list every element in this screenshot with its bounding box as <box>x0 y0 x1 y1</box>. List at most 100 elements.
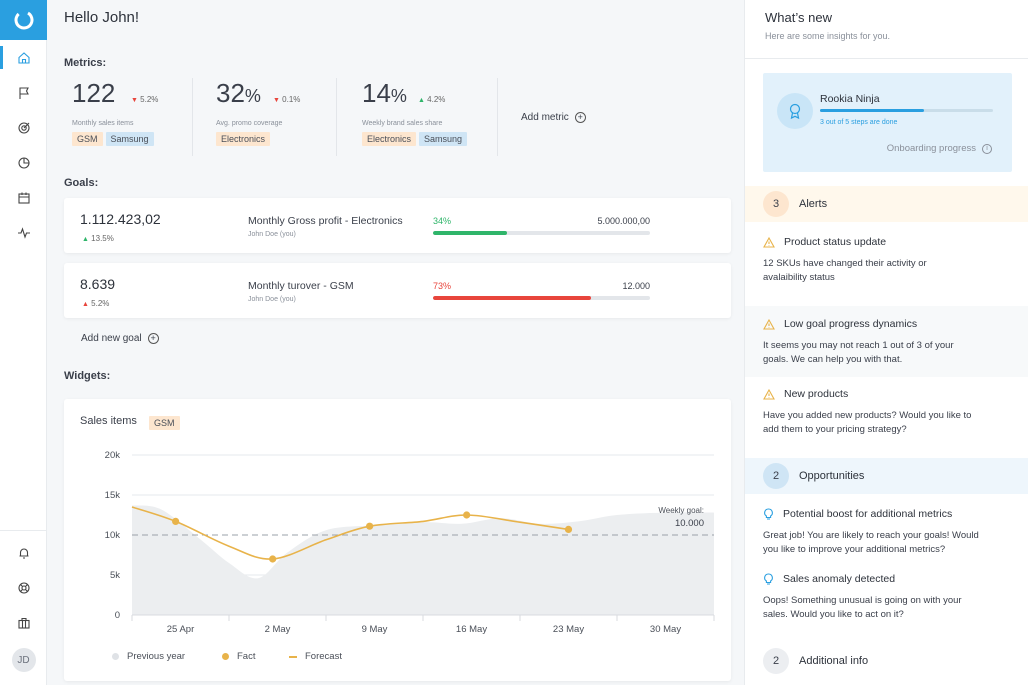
onboarding-progress-link[interactable]: Onboarding progress i <box>887 143 992 154</box>
goal-percent: 34% <box>433 216 452 226</box>
nav-notifications[interactable] <box>0 535 47 570</box>
arrow-up-icon: ▲ <box>418 97 425 104</box>
highlight-row <box>745 306 1028 377</box>
metric-label: Monthly sales items <box>72 120 134 127</box>
metric-delta: ▼ 0.1% <box>273 95 301 104</box>
lightbulb-icon <box>764 573 773 585</box>
user-avatar[interactable]: JD <box>11 648 36 672</box>
onboarding-progress-bar <box>820 109 993 112</box>
plus-circle-icon: + <box>574 112 586 123</box>
additional-info-header[interactable]: 2 Additional info <box>745 643 1028 679</box>
goal-name: Monthly turover - GSM <box>248 280 354 292</box>
fact-point <box>269 555 277 563</box>
goal-card[interactable]: 1.112.423,02 ▲ 13.5% Monthly Gross profi… <box>64 198 731 253</box>
opportunity-item[interactable]: Potential boost for additional metrics G… <box>763 508 979 555</box>
tag: GSM <box>72 132 103 146</box>
metric-delta: ▲ 4.2% <box>418 95 446 104</box>
arrow-up-icon: ▲ <box>82 236 89 243</box>
briefcase-icon <box>17 617 30 629</box>
award-icon <box>777 93 813 129</box>
fact-point <box>172 517 180 525</box>
onboarding-name: Rookia Ninja <box>820 93 880 105</box>
metric-card[interactable]: 14% ▲ 4.2% Weekly brand sales share Elec… <box>362 78 468 158</box>
metric-tags: Electronics <box>216 132 271 146</box>
home-icon <box>17 51 30 64</box>
nav-targets[interactable] <box>0 110 47 145</box>
opportunities-header[interactable]: 2 Opportunities <box>745 458 1028 494</box>
app-logo[interactable] <box>0 0 47 40</box>
nav-help[interactable] <box>0 570 47 605</box>
panel-subtitle: Here are some insights for you. <box>765 31 891 41</box>
goal-target: 12.000 <box>622 281 650 291</box>
weekly-goal-label: Weekly goal: <box>658 506 704 515</box>
y-tick-label: 20k <box>105 450 121 461</box>
alert-item[interactable]: Low goal progress dynamics It seems you … <box>763 318 954 365</box>
nav-portfolio[interactable] <box>0 605 47 640</box>
nav-analytics[interactable] <box>0 145 47 180</box>
legend-fact[interactable]: Fact <box>222 651 255 662</box>
y-tick-label: 15k <box>105 490 121 501</box>
logo-ring-icon <box>14 10 33 30</box>
greeting: Hello John! <box>64 9 140 26</box>
x-tick-label: 16 May <box>456 624 487 635</box>
main-content: Hello John! Metrics: 122 ▼ 5.2% Monthly … <box>47 0 744 685</box>
legend-forecast[interactable]: Forecast <box>289 651 342 662</box>
metric-value: 14% <box>362 78 407 108</box>
onboarding-card[interactable]: Rookia Ninja 3 out of 5 steps are done O… <box>763 73 1012 172</box>
x-tick-label: 9 May <box>362 624 388 635</box>
tag: Electronics <box>362 132 417 146</box>
lightbulb-icon <box>764 508 773 520</box>
goal-card[interactable]: 8.639 ▲ 5.2% Monthly turover - GSM John … <box>64 263 731 318</box>
sales-chart: 20k 15k 10k 5k 0 25 Apr 2 May 9 May 16 May 23 May… <box>105 450 715 635</box>
goal-target: 5.000.000,00 <box>597 216 650 226</box>
add-goal-button[interactable]: Add new goal + <box>81 333 159 344</box>
metric-value: 32% <box>216 78 261 108</box>
alert-item[interactable]: Product status update 12 SKUs have chang… <box>763 236 927 283</box>
target-icon <box>17 121 30 134</box>
nav-goals[interactable] <box>0 75 47 110</box>
fact-point <box>366 522 374 530</box>
tag: Samsung <box>419 132 468 146</box>
metric-card[interactable]: 122 ▼ 5.2% Monthly sales items GSM Samsu… <box>72 78 158 158</box>
alert-item[interactable]: New products Have you added new products… <box>763 388 972 435</box>
goal-owner: John Doe (you) <box>248 231 296 238</box>
widgets-heading: Widgets: <box>64 370 111 382</box>
y-tick-label: 10k <box>105 530 121 541</box>
goals-heading: Goals: <box>64 177 99 189</box>
warning-icon <box>763 236 775 248</box>
metric-delta: ▼ 5.2% <box>131 95 159 104</box>
alerts-label: Alerts <box>799 198 828 210</box>
widget-tag: GSM <box>149 413 180 431</box>
goal-progress-bar <box>433 296 650 300</box>
alerts-header[interactable]: 3 Alerts <box>745 186 1028 222</box>
arrow-down-icon: ▼ <box>273 97 280 104</box>
goal-progress-bar <box>433 231 650 235</box>
pulse-icon <box>17 226 30 239</box>
nav-activity[interactable] <box>0 215 47 250</box>
whats-new-panel: What’s new Here are some insights for yo… <box>744 0 1028 685</box>
metric-label: Avg. promo coverage <box>216 120 283 127</box>
divider <box>336 78 337 156</box>
alerts-count: 3 <box>763 191 789 217</box>
opportunities-count: 2 <box>763 463 789 489</box>
lifebuoy-icon <box>17 581 30 594</box>
tag: Samsung <box>105 132 154 146</box>
x-tick-label: 2 May <box>265 624 291 635</box>
panel-title: What’s new <box>765 10 832 25</box>
flag-icon <box>18 86 29 99</box>
metric-tags: Electronics Samsung <box>362 132 468 146</box>
sales-items-widget: 20k 15k 10k 5k 0 25 Apr 2 May 9 May 16 May 23 May… <box>64 399 731 681</box>
calendar-icon <box>17 192 30 204</box>
nav-calendar[interactable] <box>0 180 47 215</box>
metrics-row: 122 ▼ 5.2% Monthly sales items GSM Samsu… <box>64 78 734 158</box>
opportunity-item[interactable]: Sales anomaly detected Oops! Something u… <box>763 573 962 620</box>
goal-delta: ▲ 5.2% <box>82 299 110 308</box>
metric-card[interactable]: 32% ▼ 0.1% Avg. promo coverage Electroni… <box>216 78 300 158</box>
plus-circle-icon: + <box>147 333 159 344</box>
nav-home[interactable] <box>0 40 47 75</box>
goal-delta: ▲ 13.5% <box>82 234 114 243</box>
legend-previous-year[interactable]: Previous year <box>112 651 185 662</box>
goal-value: 8.639 <box>80 276 116 292</box>
add-metric-button[interactable]: Add metric + <box>521 112 586 123</box>
x-tick-label: 30 May <box>650 624 681 635</box>
